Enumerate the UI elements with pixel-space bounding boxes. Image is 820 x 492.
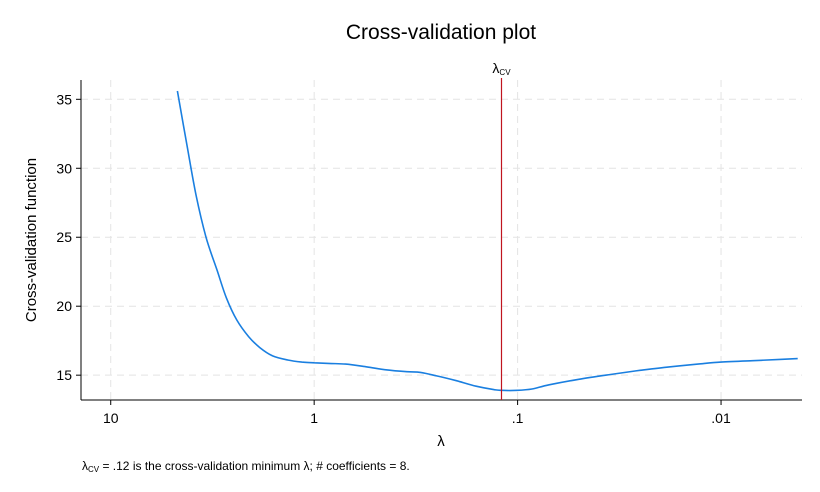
footnote-lambda-symbol: λ [82, 459, 88, 473]
lambda-cv-label: λCV [492, 60, 511, 77]
y-axis: 15 20 25 30 35 [56, 91, 81, 383]
y-tick-label: 25 [56, 229, 72, 245]
x-tick-label: 10 [103, 410, 119, 426]
grid [81, 80, 802, 400]
x-axis-title: λ [437, 433, 445, 450]
footnote-text: = .12 is the cross-validation minimum λ;… [99, 459, 410, 473]
x-axis: 10 1 .1 .01 [103, 400, 731, 426]
y-tick-label: 20 [56, 298, 72, 314]
y-tick-label: 15 [56, 367, 72, 383]
x-tick-label: .01 [711, 410, 731, 426]
x-tick-label: .1 [512, 410, 524, 426]
footnote: λCV = .12 is the cross-validation minimu… [82, 459, 410, 474]
cv-function-line [176, 90, 798, 392]
footnote-lambda-subscript: CV [88, 465, 100, 474]
y-axis-title: Cross-validation function [23, 158, 40, 322]
chart-title: Cross-validation plot [346, 21, 536, 44]
y-tick-label: 30 [56, 160, 72, 176]
lambda-cv-subscript: CV [499, 68, 511, 77]
x-tick-label: 1 [310, 410, 318, 426]
lambda-cv-symbol: λ [492, 60, 499, 76]
y-tick-label: 35 [56, 91, 72, 107]
